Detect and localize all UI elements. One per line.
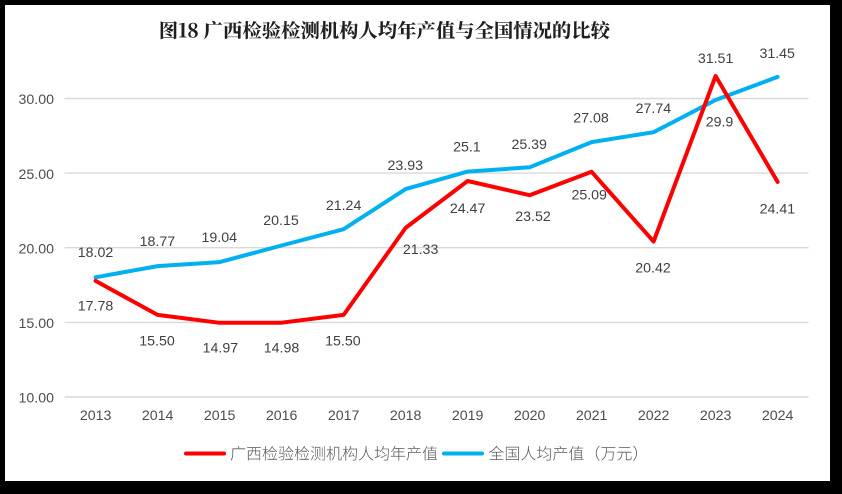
- svg-text:15.00: 15.00: [18, 316, 54, 332]
- svg-text:25.09: 25.09: [571, 188, 607, 204]
- svg-text:15.50: 15.50: [325, 334, 361, 350]
- svg-text:2016: 2016: [266, 408, 298, 424]
- svg-text:20.00: 20.00: [18, 241, 54, 257]
- svg-text:2021: 2021: [576, 408, 608, 424]
- svg-text:2018: 2018: [390, 408, 422, 424]
- svg-text:17.78: 17.78: [78, 299, 114, 315]
- svg-text:21.24: 21.24: [326, 198, 362, 214]
- svg-text:30.00: 30.00: [18, 92, 54, 108]
- svg-text:31.45: 31.45: [759, 46, 795, 62]
- svg-text:2013: 2013: [80, 408, 112, 424]
- svg-text:2023: 2023: [700, 408, 732, 424]
- svg-text:21.33: 21.33: [403, 242, 439, 258]
- svg-text:24.41: 24.41: [760, 202, 796, 218]
- svg-text:25.1: 25.1: [453, 140, 481, 156]
- svg-text:2022: 2022: [638, 408, 670, 424]
- svg-text:10.00: 10.00: [18, 391, 54, 407]
- svg-text:2017: 2017: [328, 408, 360, 424]
- svg-text:18.02: 18.02: [78, 245, 114, 261]
- svg-text:14.98: 14.98: [264, 341, 300, 357]
- svg-text:18.77: 18.77: [140, 234, 176, 250]
- svg-text:27.74: 27.74: [636, 101, 672, 117]
- svg-text:27.08: 27.08: [573, 111, 609, 127]
- svg-text:29.9: 29.9: [706, 115, 734, 131]
- svg-text:23.52: 23.52: [515, 209, 551, 225]
- svg-text:23.93: 23.93: [388, 158, 424, 174]
- svg-text:25.39: 25.39: [511, 137, 547, 153]
- svg-text:2024: 2024: [762, 408, 794, 424]
- svg-text:25.00: 25.00: [18, 167, 54, 183]
- svg-text:24.47: 24.47: [450, 201, 486, 217]
- svg-text:31.51: 31.51: [698, 51, 734, 67]
- svg-text:2020: 2020: [514, 408, 546, 424]
- svg-text:15.50: 15.50: [139, 334, 175, 350]
- svg-text:20.42: 20.42: [635, 261, 671, 277]
- svg-text:2019: 2019: [452, 408, 484, 424]
- svg-text:19.04: 19.04: [202, 230, 238, 246]
- svg-text:2014: 2014: [142, 408, 174, 424]
- svg-text:20.15: 20.15: [263, 213, 299, 229]
- svg-text:2015: 2015: [204, 408, 236, 424]
- svg-text:14.97: 14.97: [203, 341, 239, 357]
